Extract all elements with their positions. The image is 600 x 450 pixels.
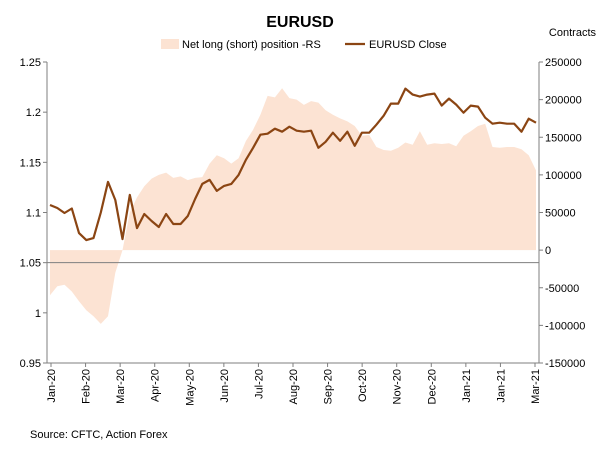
x-tick-label: Jan-20 [46,369,58,403]
right-tick-label: 150000 [545,132,582,144]
right-tick-label: -150000 [545,358,585,370]
chart-title: EURUSD [266,14,334,31]
x-tick-label: Jan-21 [495,369,507,403]
left-tick-label: 0.95 [20,358,41,370]
x-tick-label: Mar-21 [530,369,542,404]
x-tick-label: Aug-20 [288,369,300,404]
left-tick-label: 1.15 [20,157,41,169]
right-tick-label: 100000 [545,170,582,182]
right-tick-label: 50000 [545,208,576,220]
left-axis-ticks: 1.25 1.2 1.15 1.1 1.05 1 0.95 [20,57,47,370]
x-tick-label: Feb-20 [81,369,93,404]
x-tick-label: Apr-20 [150,369,162,402]
right-tick-label: 0 [545,245,551,257]
left-tick-label: 1.05 [20,258,41,270]
left-tick-label: 1.1 [26,208,41,220]
x-tick-label: Mar-20 [115,369,127,404]
right-tick-label: 200000 [545,95,582,107]
x-tick-label: Jul-20 [253,369,265,399]
area-layer [50,88,536,324]
left-tick-label: 1 [35,308,41,320]
legend-label-net-position: Net long (short) position -RS [182,39,321,51]
x-tick-label: Jun-20 [219,369,231,403]
x-tick-label: Nov-20 [392,369,404,404]
x-tick-label: Jan-21 [461,369,473,403]
x-tick-label: Dec-20 [426,369,438,404]
source-note: Source: CFTC, Action Forex [30,429,168,441]
series-area-net-position [50,88,536,324]
right-tick-label: -100000 [545,320,585,332]
x-axis-ticks: Jan-20 Feb-20 Mar-20 Apr-20 May-20 Jun-20 Jul-… [46,363,542,406]
x-tick-label: Sep-20 [323,369,335,404]
x-tick-label: May-20 [184,369,196,406]
legend-swatch-net-position [161,39,179,49]
left-tick-label: 1.2 [26,107,41,119]
x-tick-label: Oct-20 [357,369,369,402]
right-tick-label: -50000 [545,283,579,295]
right-tick-label: 250000 [545,57,582,69]
right-axis-label: Contracts [549,27,597,39]
series-line-eurusd-close [49,87,537,242]
right-axis-ticks: 250000 200000 150000 100000 50000 0 -50000 -100… [539,57,585,370]
line-layer [49,87,537,242]
legend: Net long (short) position -RS EURUSD Clo… [161,39,447,51]
legend-label-eurusd-close: EURUSD Close [369,39,447,51]
left-tick-label: 1.25 [20,57,41,69]
